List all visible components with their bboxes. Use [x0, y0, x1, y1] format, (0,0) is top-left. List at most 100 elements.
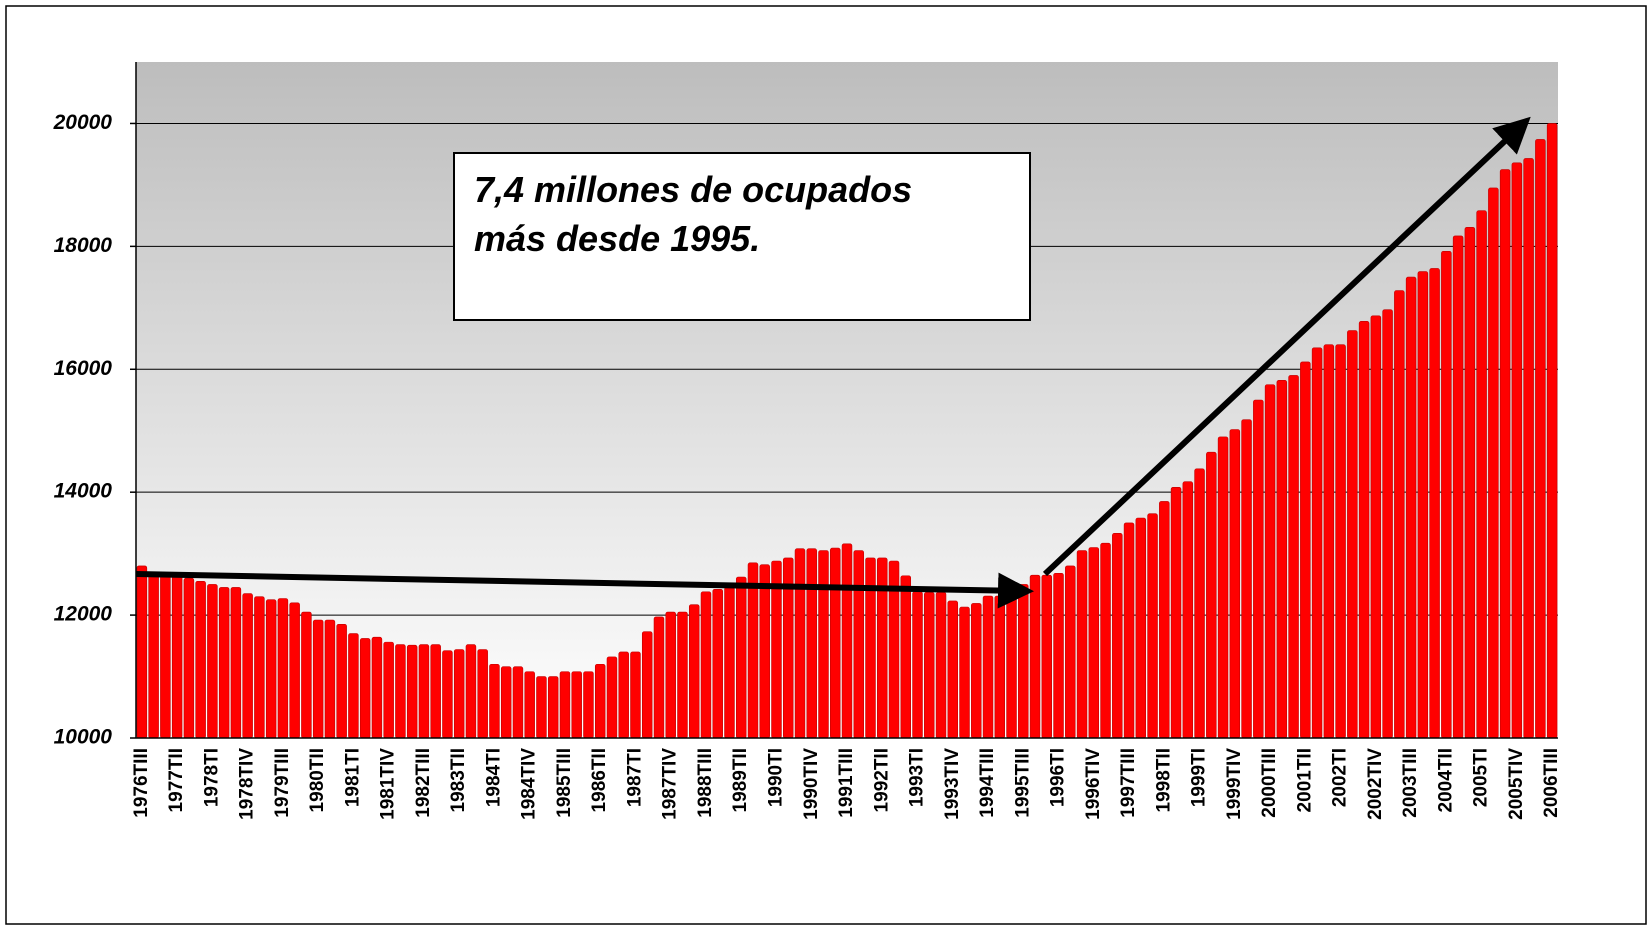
x-tick-label: 1990TI — [766, 748, 787, 807]
bar — [1511, 162, 1523, 739]
bar — [1452, 235, 1464, 739]
x-tick-label: 1998TII — [1153, 748, 1174, 812]
bar — [571, 671, 582, 739]
bar — [1546, 123, 1558, 739]
x-tick-label: 1994TIII — [977, 748, 998, 818]
bar — [1170, 486, 1182, 739]
bar — [606, 656, 618, 739]
bar — [971, 603, 982, 739]
bar — [301, 611, 312, 739]
bar — [841, 543, 853, 739]
x-tick-label: 2005TIV — [1506, 748, 1527, 820]
x-tick-label: 1990TIV — [801, 748, 822, 820]
bar — [254, 596, 265, 739]
bar — [265, 599, 277, 739]
bar — [277, 598, 289, 739]
bar — [1194, 468, 1205, 739]
bar — [830, 547, 841, 739]
bar — [1464, 227, 1476, 739]
x-tick-label: 1980TII — [307, 748, 328, 812]
annotation: 7,4 millones de ocupados — [474, 169, 912, 210]
bar — [1405, 276, 1417, 739]
bar — [1382, 309, 1393, 739]
bar — [136, 565, 148, 739]
bar — [982, 595, 994, 739]
bar — [1053, 573, 1064, 739]
x-tick-label: 1978TI — [201, 748, 222, 807]
bar — [371, 636, 383, 739]
bar — [1288, 375, 1299, 739]
bar — [1535, 139, 1546, 739]
bar — [1476, 210, 1487, 739]
x-tick-label: 1984TI — [483, 748, 504, 807]
y-tick-label: 14000 — [54, 480, 113, 503]
y-tick-label: 16000 — [54, 357, 113, 380]
bar — [242, 593, 253, 739]
bar — [959, 606, 970, 739]
x-tick-label: 1995TIII — [1012, 748, 1033, 818]
y-tick-label: 20000 — [53, 111, 113, 134]
bar — [1370, 315, 1382, 739]
bar — [160, 574, 171, 739]
bar — [1253, 399, 1264, 739]
x-tick-label: 1989TII — [730, 748, 751, 812]
bar — [312, 619, 324, 739]
bar — [630, 651, 641, 739]
x-tick-label: 1984TIV — [519, 748, 540, 820]
x-tick-label: 1991TIII — [836, 748, 857, 818]
bar — [1417, 271, 1429, 739]
bar — [1206, 451, 1217, 739]
bar — [547, 676, 559, 739]
bar — [195, 580, 206, 739]
x-tick-label: 2006TIII — [1541, 748, 1562, 818]
bar — [594, 663, 606, 739]
bar — [759, 564, 770, 739]
bar — [1147, 513, 1158, 739]
y-tick-label: 12000 — [54, 603, 113, 626]
bar — [348, 633, 359, 739]
bar — [1264, 384, 1276, 739]
bar — [1029, 574, 1041, 739]
bar — [1112, 533, 1123, 739]
bar — [477, 649, 488, 739]
bar — [1006, 592, 1017, 739]
bar — [1088, 547, 1100, 739]
bar — [489, 663, 500, 739]
bar — [583, 671, 594, 739]
bar — [324, 619, 336, 739]
x-tick-label: 1999TIV — [1224, 748, 1245, 820]
bar — [912, 591, 923, 739]
x-tick-label: 1996TIV — [1083, 748, 1104, 820]
bar — [148, 571, 159, 739]
x-tick-label: 1993TI — [907, 748, 928, 807]
bar — [1488, 187, 1499, 739]
x-tick-label: 1988TIII — [695, 748, 716, 818]
x-tick-label: 1981TIV — [378, 748, 399, 820]
x-tick-label: 1987TIV — [660, 748, 681, 820]
x-tick-label: 1977TII — [166, 748, 187, 812]
bar — [1217, 436, 1229, 739]
bar — [935, 592, 947, 739]
x-tick-label: 1999TI — [1189, 748, 1210, 807]
bar — [1523, 158, 1534, 739]
bar — [418, 644, 430, 739]
x-tick-label: 1986TII — [589, 748, 610, 812]
y-tick-label: 10000 — [54, 726, 113, 749]
x-tick-label: 1976TIII — [131, 748, 152, 818]
x-tick-label: 1993TIV — [942, 748, 963, 820]
bar — [1076, 550, 1088, 739]
x-tick-label: 2002TIV — [1365, 748, 1386, 820]
bar — [1358, 321, 1370, 739]
bar — [947, 600, 959, 739]
annotation-box — [453, 152, 1031, 321]
bar — [1394, 290, 1405, 739]
bar — [735, 576, 747, 739]
bar — [924, 592, 935, 739]
trend-arrow — [135, 571, 1034, 609]
bar — [877, 557, 888, 739]
bar — [430, 644, 441, 739]
bar — [559, 671, 571, 739]
bar — [665, 611, 676, 739]
bar — [336, 624, 347, 739]
